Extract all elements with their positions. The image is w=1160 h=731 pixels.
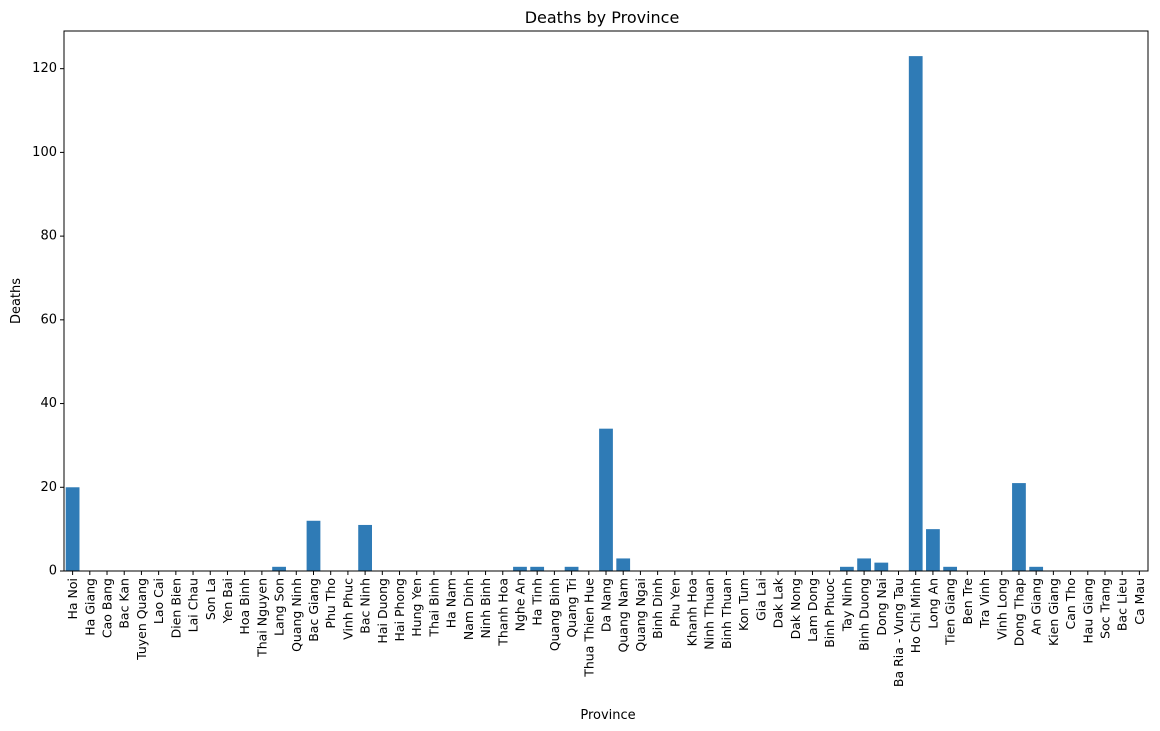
bar — [306, 520, 321, 571]
x-tick-label: Phu Tho — [323, 578, 338, 629]
x-tick-label: Quang Nam — [616, 578, 631, 652]
x-tick-label: Quang Ngai — [633, 578, 648, 652]
x-tick-label: Cao Bang — [100, 578, 115, 638]
x-tick-label: Quang Ninh — [289, 578, 304, 652]
x-tick-label: Tien Giang — [943, 578, 958, 646]
bar — [874, 562, 889, 571]
x-tick-label: Bac Lieu — [1115, 578, 1130, 631]
x-tick-label: Khanh Hoa — [685, 578, 700, 646]
bar — [358, 524, 372, 571]
x-tick-label: Dong Thap — [1011, 578, 1026, 646]
bar — [840, 566, 854, 571]
x-tick-label: Hai Phong — [392, 578, 407, 641]
x-tick-label: Bac Ninh — [358, 578, 373, 634]
x-tick-label: Son La — [203, 578, 218, 620]
x-tick-label: Ha Giang — [82, 578, 97, 636]
bar — [513, 566, 527, 571]
x-tick-label: Binh Phuoc — [822, 578, 837, 648]
y-tick-label: 40 — [40, 396, 57, 411]
x-tick-label: Soc Trang — [1097, 578, 1112, 639]
y-tick-label: 0 — [49, 564, 57, 579]
y-axis-label: Deaths — [9, 278, 24, 324]
x-tick-label: Da Nang — [599, 578, 614, 632]
x-tick-label: Thua Thien Hue — [581, 578, 596, 678]
y-tick-label: 60 — [40, 312, 57, 327]
x-tick-label: Ha Tinh — [530, 578, 545, 626]
x-tick-label: Thai Nguyen — [254, 578, 269, 658]
x-tick-label: Tra Vinh — [977, 578, 992, 629]
bar — [1029, 566, 1044, 571]
x-tick-label: Lao Cai — [151, 578, 166, 624]
x-tick-label: Vinh Long — [994, 578, 1009, 640]
bar — [943, 566, 958, 571]
x-tick-label: Hai Duong — [375, 578, 390, 644]
x-tick-label: Bac Kan — [117, 578, 132, 629]
x-tick-label: Tay Ninh — [839, 578, 854, 632]
x-tick-label: Ninh Binh — [478, 578, 493, 639]
x-tick-label: Tuyen Quang — [134, 578, 149, 661]
y-axis-ticks: 0 20 40 60 80 100 120 — [32, 61, 64, 579]
y-tick-label: 120 — [32, 61, 57, 76]
x-tick-label: Ca Mau — [1132, 578, 1147, 625]
chart-title: Deaths by Province — [525, 8, 680, 27]
x-tick-label: Binh Dinh — [650, 578, 665, 639]
x-tick-label: Phu Yen — [667, 578, 682, 627]
x-tick-label: Thanh Hoa — [495, 578, 510, 647]
x-tick-label: Lai Chau — [186, 578, 201, 632]
x-tick-label: Ba Ria - Vung Tau — [891, 578, 906, 687]
x-tick-label: Binh Duong — [857, 578, 872, 651]
bar — [272, 566, 286, 571]
x-tick-label: Gia Lai — [753, 578, 768, 621]
x-tick-label: Ben Tre — [960, 578, 975, 625]
x-tick-label: Can Tho — [1063, 578, 1078, 630]
x-tick-label: Quang Tri — [564, 578, 579, 638]
x-tick-label: Nam Dinh — [461, 578, 476, 640]
bar — [564, 566, 579, 571]
x-tick-label: Quang Binh — [547, 578, 562, 651]
bar — [65, 487, 80, 571]
x-tick-label: Long An — [925, 578, 940, 629]
bar — [908, 56, 923, 572]
y-tick-label: 80 — [40, 229, 57, 244]
x-tick-label: Yen Bai — [220, 578, 235, 624]
x-tick-label: Ho Chi Minh — [908, 578, 923, 653]
x-tick-label: Ha Nam — [444, 578, 459, 628]
x-tick-label: Binh Thuan — [719, 578, 734, 649]
y-tick-label: 100 — [32, 145, 57, 160]
x-tick-label: Ninh Thuan — [702, 578, 717, 650]
x-tick-label: Ha Noi — [65, 578, 80, 620]
x-tick-label: Lang Son — [272, 578, 287, 636]
x-tick-label: An Giang — [1029, 578, 1044, 635]
bar — [1012, 483, 1026, 571]
x-axis-ticks: Ha Noi Ha Giang Cao Bang Bac Kan Tuyen Quang… — [65, 571, 1147, 687]
y-tick-label: 20 — [40, 480, 57, 495]
x-tick-label: Thai Binh — [426, 578, 441, 638]
x-tick-label: Hung Yen — [409, 578, 424, 637]
bar — [530, 566, 545, 571]
x-tick-label: Hau Giang — [1080, 578, 1095, 644]
x-tick-label: Kien Giang — [1046, 578, 1061, 646]
bar — [926, 529, 940, 571]
x-tick-label: Dong Nai — [874, 578, 889, 636]
bar — [616, 558, 631, 571]
bar — [599, 428, 613, 571]
x-tick-label: Dak Lak — [771, 577, 786, 628]
x-tick-label: Dien Bien — [168, 578, 183, 638]
x-tick-label: Bac Giang — [306, 578, 321, 642]
bar — [857, 558, 871, 571]
x-tick-label: Nghe An — [512, 578, 527, 631]
x-axis-label: Province — [580, 708, 635, 723]
x-tick-label: Hoa Binh — [237, 578, 252, 635]
x-tick-label: Lam Dong — [805, 578, 820, 642]
plot-frame — [63, 30, 1149, 572]
x-tick-label: Dak Nong — [788, 578, 803, 639]
x-tick-label: Vinh Phuc — [340, 578, 355, 640]
x-tick-label: Kon Tum — [736, 578, 751, 631]
bars-group — [65, 56, 1044, 572]
